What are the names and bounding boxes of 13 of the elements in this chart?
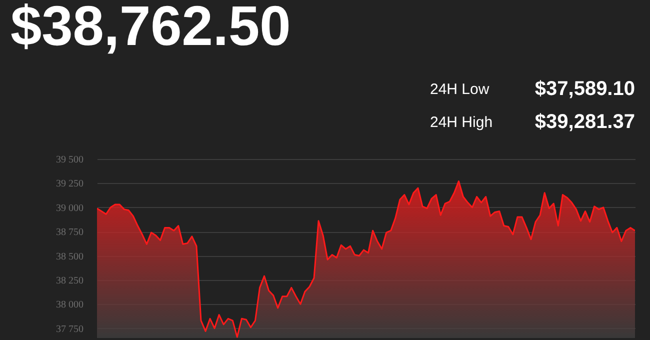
text: 24H Low: [430, 81, 490, 98]
y-tick-label: 39 500: [56, 154, 84, 166]
text: $37,589.10: [534, 78, 635, 100]
chart-title: $38,762.50: [10, 0, 291, 57]
y-tick-label: 37 750: [56, 324, 84, 335]
y-tick-label: 38 250: [56, 275, 84, 286]
y-tick-label: 38 000: [56, 300, 84, 311]
y-tick-label: 39 000: [56, 202, 84, 214]
y-tick-label: 38 750: [56, 227, 84, 238]
y-tick-label: 38 500: [56, 251, 84, 262]
text: $39,281.37: [534, 111, 635, 133]
y-tick-label: 39 250: [56, 178, 84, 190]
text: 24H High: [430, 114, 493, 131]
